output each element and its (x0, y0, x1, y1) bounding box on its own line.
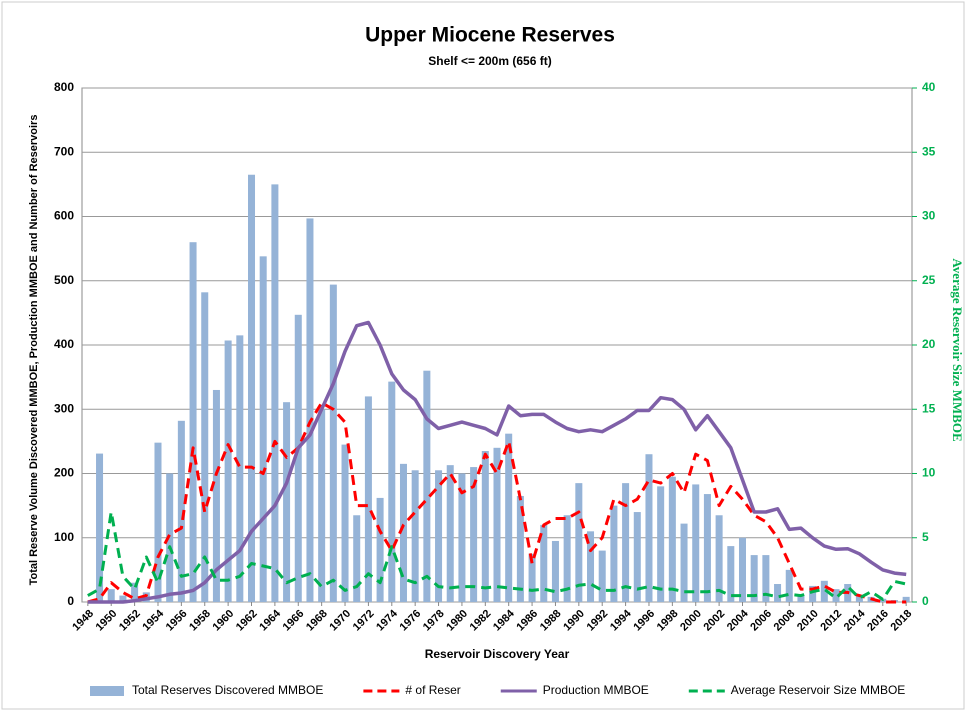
legend-swatch (90, 686, 124, 696)
bar (832, 589, 840, 602)
bar (435, 470, 443, 602)
bar (107, 589, 115, 602)
bar (481, 451, 489, 602)
bar (271, 184, 279, 602)
y2-tick-label: 0 (922, 594, 929, 608)
bar (306, 218, 314, 603)
bar (505, 433, 513, 602)
bar (470, 467, 478, 602)
bar (458, 473, 466, 602)
bar (785, 569, 793, 602)
bar (318, 409, 326, 602)
y2-tick-label: 35 (922, 144, 936, 158)
bar (692, 484, 700, 602)
bar (131, 582, 139, 602)
line-series (87, 510, 907, 601)
bar (715, 515, 723, 602)
bar (364, 396, 372, 602)
bar (797, 595, 805, 602)
bar (411, 470, 419, 602)
bar (248, 174, 256, 603)
bar (809, 585, 817, 602)
chart-title: Upper Miocene Reserves (365, 24, 615, 47)
chart-subtitle: Shelf <= 200m (656 ft) (428, 54, 551, 68)
legend-label: Production MMBOE (543, 683, 649, 697)
bar (329, 284, 337, 602)
y-tick-label: 200 (54, 466, 74, 480)
line-series (87, 401, 907, 604)
bar (633, 512, 641, 602)
bar (294, 314, 302, 602)
bar (154, 442, 162, 602)
bar (283, 402, 291, 602)
bar (657, 486, 665, 602)
x-axis-label: Reservoir Discovery Year (425, 647, 570, 661)
bar (680, 523, 688, 602)
bar (598, 550, 606, 602)
y-tick-label: 0 (67, 594, 74, 608)
bar (551, 540, 559, 602)
bar (399, 463, 407, 602)
bar (224, 340, 232, 602)
bar (738, 537, 746, 602)
y-tick-label: 100 (54, 530, 74, 544)
y2-tick-label: 10 (922, 466, 936, 480)
y2-tick-label: 15 (922, 401, 936, 415)
bar (855, 595, 863, 602)
bar (902, 596, 910, 602)
bar (703, 494, 711, 602)
bar (750, 555, 758, 602)
bar (668, 476, 676, 602)
bar (376, 497, 384, 602)
bar (259, 256, 267, 602)
bar (575, 483, 583, 602)
legend-label: Total Reserves Discovered MMBOE (132, 683, 323, 697)
bar (446, 465, 454, 602)
bar (423, 370, 431, 602)
bar (774, 584, 782, 602)
y2-tick-label: 40 (922, 80, 936, 94)
bar (622, 483, 630, 602)
bar (353, 515, 361, 602)
bar (493, 447, 501, 602)
bar (727, 546, 735, 602)
y-tick-label: 300 (54, 401, 74, 415)
legend-label: # of Reser (405, 683, 460, 697)
bar (762, 555, 770, 602)
y-tick-label: 500 (54, 273, 74, 287)
bar (388, 381, 396, 602)
bar (610, 505, 618, 602)
legend-label: Average Reservoir Size MMBOE (731, 683, 906, 697)
line-series (87, 320, 907, 604)
bar (645, 454, 653, 602)
bar (201, 292, 209, 602)
y2-axis-label: Average Reservoir Size MMBOE (950, 258, 965, 441)
y-axis-label: Total Reserve Volume Discovered MMBOE, P… (28, 115, 40, 586)
bar (540, 524, 548, 602)
bar (820, 580, 828, 602)
y-tick-label: 600 (54, 209, 74, 223)
bar (587, 531, 595, 602)
y-tick-label: 800 (54, 80, 74, 94)
bar (189, 242, 197, 602)
y2-tick-label: 20 (922, 337, 936, 351)
bar (212, 389, 220, 602)
bar (528, 553, 536, 602)
bar (96, 453, 104, 602)
bar (236, 335, 244, 602)
y2-tick-label: 5 (922, 530, 929, 544)
bar (563, 515, 571, 602)
y2-tick-label: 30 (922, 209, 936, 223)
bar (119, 595, 127, 602)
y-tick-label: 400 (54, 337, 74, 351)
bar (516, 495, 524, 602)
y-tick-label: 700 (54, 144, 74, 158)
y2-tick-label: 25 (922, 273, 936, 287)
bar (341, 444, 349, 602)
bar (177, 420, 185, 602)
